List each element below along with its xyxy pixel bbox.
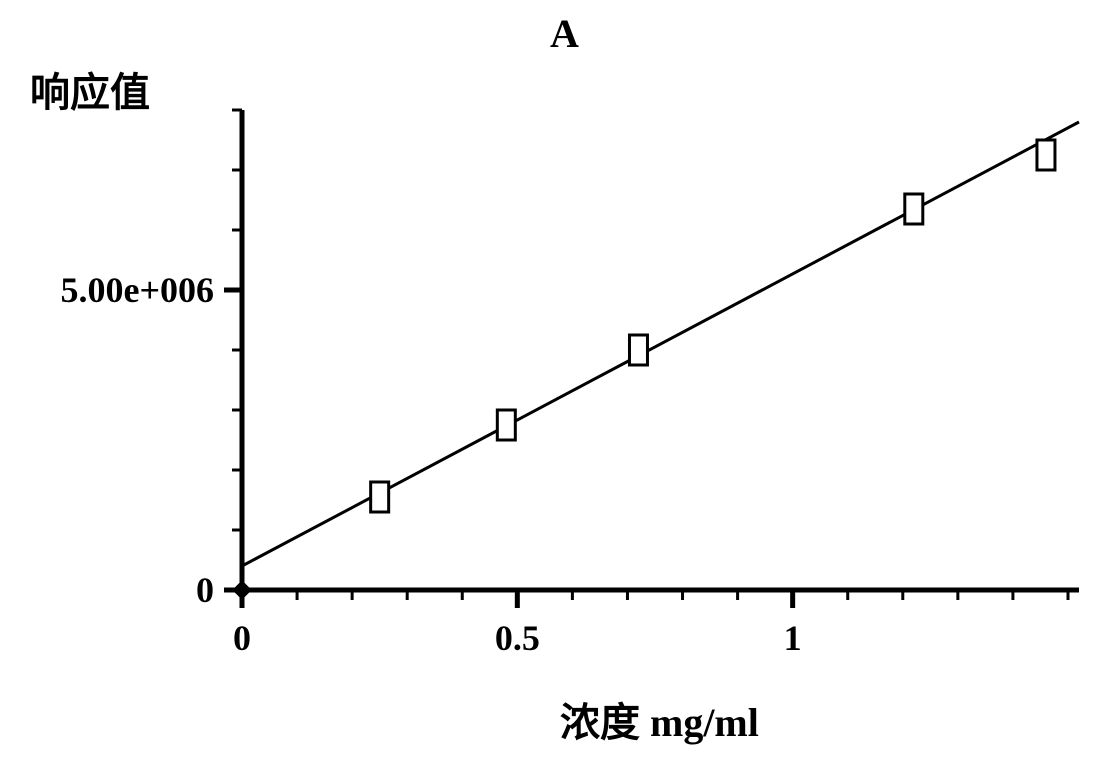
regression-line bbox=[242, 122, 1079, 566]
x-tick-label: 1 bbox=[784, 618, 802, 658]
chart-container: A 响应值 浓度 mg/ml 00.5105.00e+006 bbox=[0, 0, 1119, 776]
data-marker bbox=[1037, 140, 1055, 170]
origin-marker bbox=[233, 581, 251, 599]
data-marker bbox=[629, 335, 647, 365]
calibration-chart: 0 0.5 1 0 5.00e+006 bbox=[0, 0, 1119, 776]
data-marker bbox=[497, 410, 515, 440]
x-tick-label: 0 bbox=[233, 618, 251, 658]
y-tick-label: 5.00e+006 bbox=[61, 270, 215, 310]
y-tick-label: 0 bbox=[196, 570, 214, 610]
data-marker bbox=[371, 482, 389, 512]
data-marker bbox=[905, 194, 923, 224]
x-tick-label: 0.5 bbox=[495, 618, 540, 658]
